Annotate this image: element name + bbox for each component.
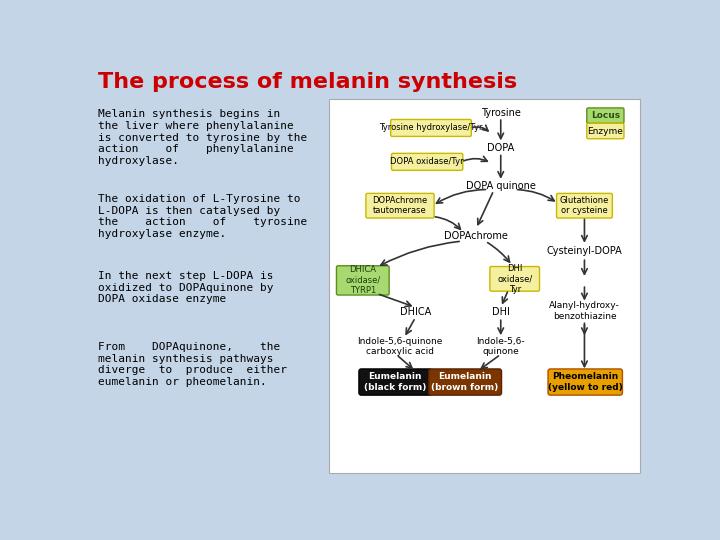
Text: DHI
oxidase/
Tyr: DHI oxidase/ Tyr [497,264,532,294]
Text: DOPAchrome: DOPAchrome [444,231,508,241]
Text: Indole-5,6-quinone
carboxylic acid: Indole-5,6-quinone carboxylic acid [357,337,443,356]
Text: In the next step L-DOPA is
oxidized to DOPAquinone by
DOPA oxidase enzyme: In the next step L-DOPA is oxidized to D… [98,271,274,305]
FancyBboxPatch shape [392,153,463,170]
Text: DHICA: DHICA [400,307,431,317]
Text: Enzyme: Enzyme [588,126,624,136]
Text: The process of melanin synthesis: The process of melanin synthesis [98,72,517,92]
Text: Eumelanin
(brown form): Eumelanin (brown form) [431,373,499,392]
FancyBboxPatch shape [336,266,389,295]
Text: The oxidation of L-Tyrosine to
L-DOPA is then catalysed by
the    action    of  : The oxidation of L-Tyrosine to L-DOPA is… [98,194,307,239]
FancyBboxPatch shape [557,193,612,218]
Text: Tyrosine: Tyrosine [481,107,521,118]
FancyBboxPatch shape [490,267,539,291]
Text: From    DOPAquinone,    the
melanin synthesis pathways
diverge  to  produce  eit: From DOPAquinone, the melanin synthesis … [98,342,287,387]
FancyBboxPatch shape [587,108,624,123]
Text: DOPA quinone: DOPA quinone [466,181,536,191]
Text: Tyrosine hydroxylase/Tyr: Tyrosine hydroxylase/Tyr [379,124,482,132]
FancyBboxPatch shape [329,99,640,473]
Text: DHICA
oxidase/
TYRP1: DHICA oxidase/ TYRP1 [345,266,380,295]
Text: DOPA: DOPA [487,143,514,153]
Text: Locus: Locus [591,111,620,120]
FancyBboxPatch shape [359,369,432,395]
Text: Melanin synthesis begins in
the liver where phenylalanine
is converted to tyrosi: Melanin synthesis begins in the liver wh… [98,110,307,166]
Text: Glutathione
or cysteine: Glutathione or cysteine [559,196,609,215]
Text: DOPA oxidase/Tyr: DOPA oxidase/Tyr [390,157,464,166]
FancyBboxPatch shape [428,369,502,395]
Text: Pheomelanin
(yellow to red): Pheomelanin (yellow to red) [548,373,623,392]
FancyBboxPatch shape [391,119,472,137]
Text: Eumelanin
(black form): Eumelanin (black form) [364,373,426,392]
Text: Cysteinyl-DOPA: Cysteinyl-DOPA [546,246,622,256]
Text: Alanyl-hydroxy-
benzothiazine: Alanyl-hydroxy- benzothiazine [549,301,620,321]
Text: DOPAchrome
tautomerase: DOPAchrome tautomerase [372,196,428,215]
Text: Indole-5,6-
quinone: Indole-5,6- quinone [477,337,525,356]
Text: DHI: DHI [492,307,510,317]
FancyBboxPatch shape [366,193,434,218]
FancyBboxPatch shape [548,369,622,395]
FancyBboxPatch shape [587,123,624,139]
